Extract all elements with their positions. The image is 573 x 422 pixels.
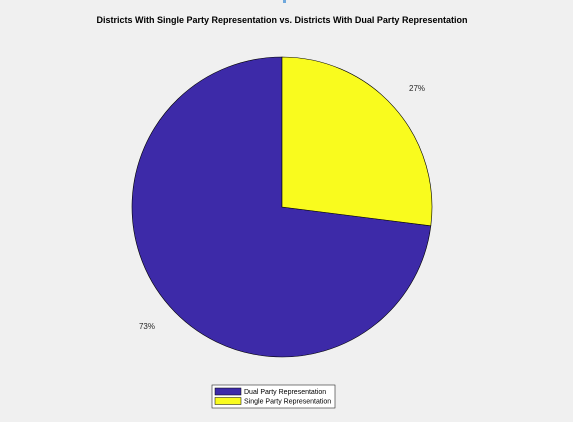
pie-slice-1 (131, 56, 432, 358)
legend-label-1: Dual Party Representation (244, 389, 326, 396)
slice-label-2: 27% (409, 84, 425, 93)
legend-swatch-1 (214, 387, 242, 396)
slice-labels: 73% 27% (139, 84, 425, 331)
pie-slice-2 (281, 56, 433, 227)
chart-title: Districts With Single Party Representati… (97, 15, 468, 25)
legend-box (211, 384, 336, 409)
legend: Dual Party Representation Single Party Re… (211, 384, 336, 409)
slice-label-1: 73% (139, 322, 155, 331)
pie-slices (131, 56, 433, 358)
toolbar-marker (283, 0, 286, 3)
legend-swatch-2 (214, 397, 242, 405)
legend-label-2: Single Party Representation (244, 399, 331, 406)
